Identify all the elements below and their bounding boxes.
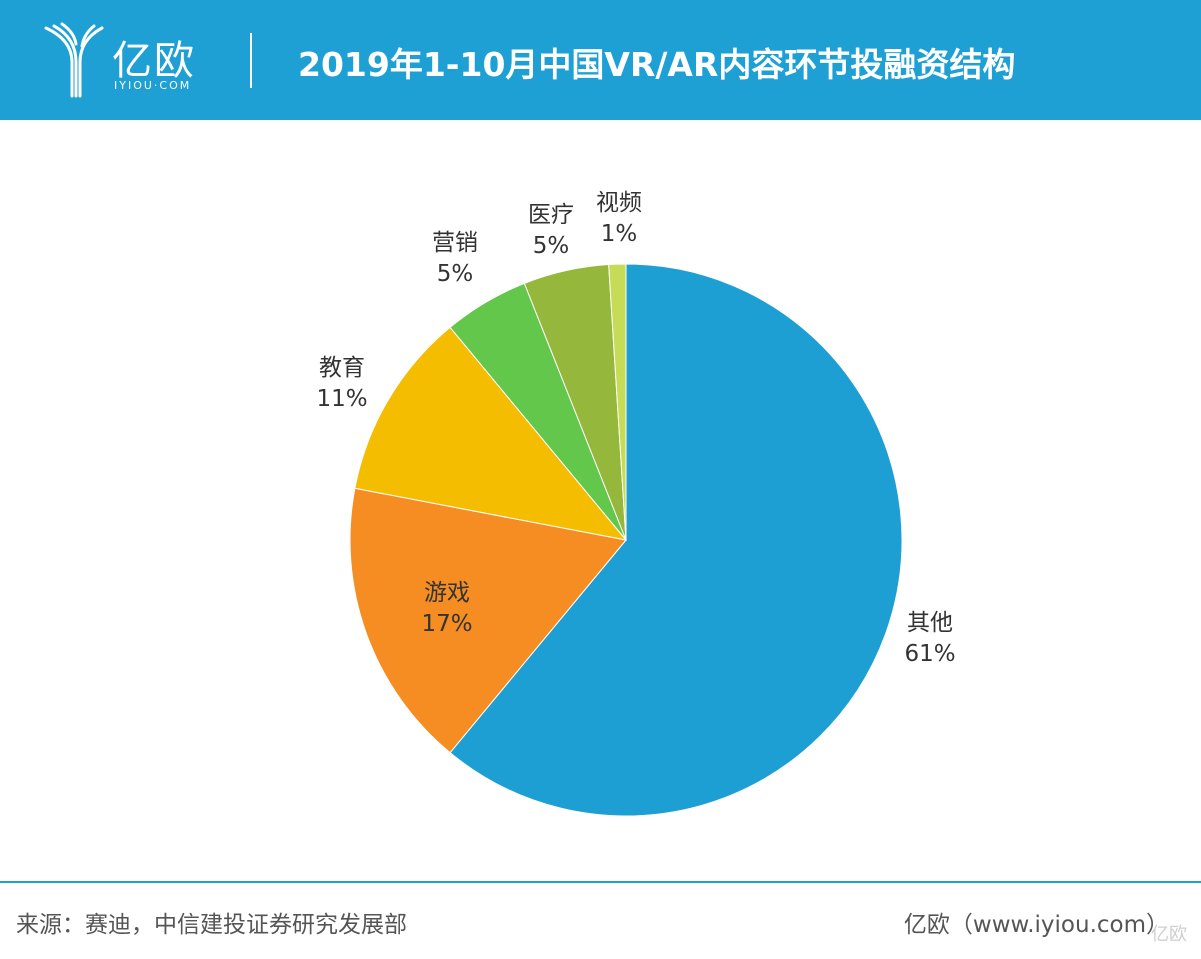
- slice-value-label: 5%: [437, 261, 474, 287]
- slice-value-label: 11%: [316, 386, 367, 412]
- slice-value-label: 5%: [533, 233, 570, 259]
- logo-mark-icon: [44, 22, 104, 98]
- header-banner: 亿欧 IYIOU·COM 2019年1-10月中国VR/AR内容环节投融资结构: [0, 0, 1201, 120]
- watermark: 亿欧: [1151, 924, 1187, 945]
- slice-category-label: 教育: [319, 355, 365, 381]
- slice-category-label: 视频: [596, 190, 642, 216]
- logo-text-en: IYIOU·COM: [114, 79, 192, 92]
- slice-value-label: 1%: [601, 221, 638, 247]
- footer-divider: [0, 881, 1201, 883]
- pie-slice: [349, 487, 627, 754]
- logo-text-cn: 亿欧: [112, 38, 196, 84]
- pie-slice: [608, 263, 627, 541]
- credit-note: 亿欧（www.iyiou.com）: [903, 912, 1169, 938]
- pie-slice: [354, 326, 628, 541]
- source-note: 来源：赛迪，中信建投证券研究发展部: [16, 912, 407, 938]
- header-divider: [250, 33, 252, 88]
- logo: 亿欧 IYIOU·COM: [42, 22, 222, 102]
- slice-category-label: 其他: [907, 610, 953, 636]
- page-title: 2019年1-10月中国VR/AR内容环节投融资结构: [298, 45, 1016, 84]
- slice-category-label: 营销: [432, 230, 478, 256]
- slice-value-label: 17%: [421, 611, 472, 637]
- pie-chart: 其他 61% 游戏 17% 教育 11% 营销 5% 医疗 5% 视频 1%: [316, 190, 956, 817]
- slice-value-label: 61%: [904, 641, 955, 667]
- slice-category-label: 医疗: [528, 202, 574, 228]
- slice-category-label: 游戏: [424, 580, 470, 606]
- pie-slice: [449, 263, 903, 817]
